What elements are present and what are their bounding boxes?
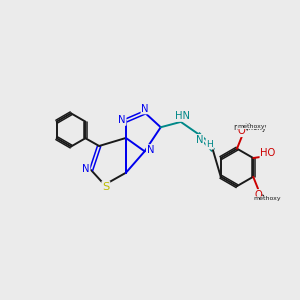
Text: O: O [238, 126, 246, 136]
Text: HN: HN [175, 111, 190, 121]
Text: HO: HO [260, 148, 275, 158]
Text: N: N [141, 103, 149, 113]
Text: N: N [196, 135, 203, 145]
Text: methoxy: methoxy [254, 196, 281, 202]
Text: methoxy: methoxy [237, 124, 265, 129]
Text: N: N [118, 115, 126, 125]
Text: O: O [254, 190, 262, 200]
Text: S: S [102, 182, 110, 192]
Text: O: O [238, 126, 246, 136]
Text: methoxy: methoxy [234, 123, 267, 132]
Text: H: H [206, 140, 213, 148]
Text: N: N [82, 164, 89, 174]
Text: N: N [147, 145, 154, 155]
